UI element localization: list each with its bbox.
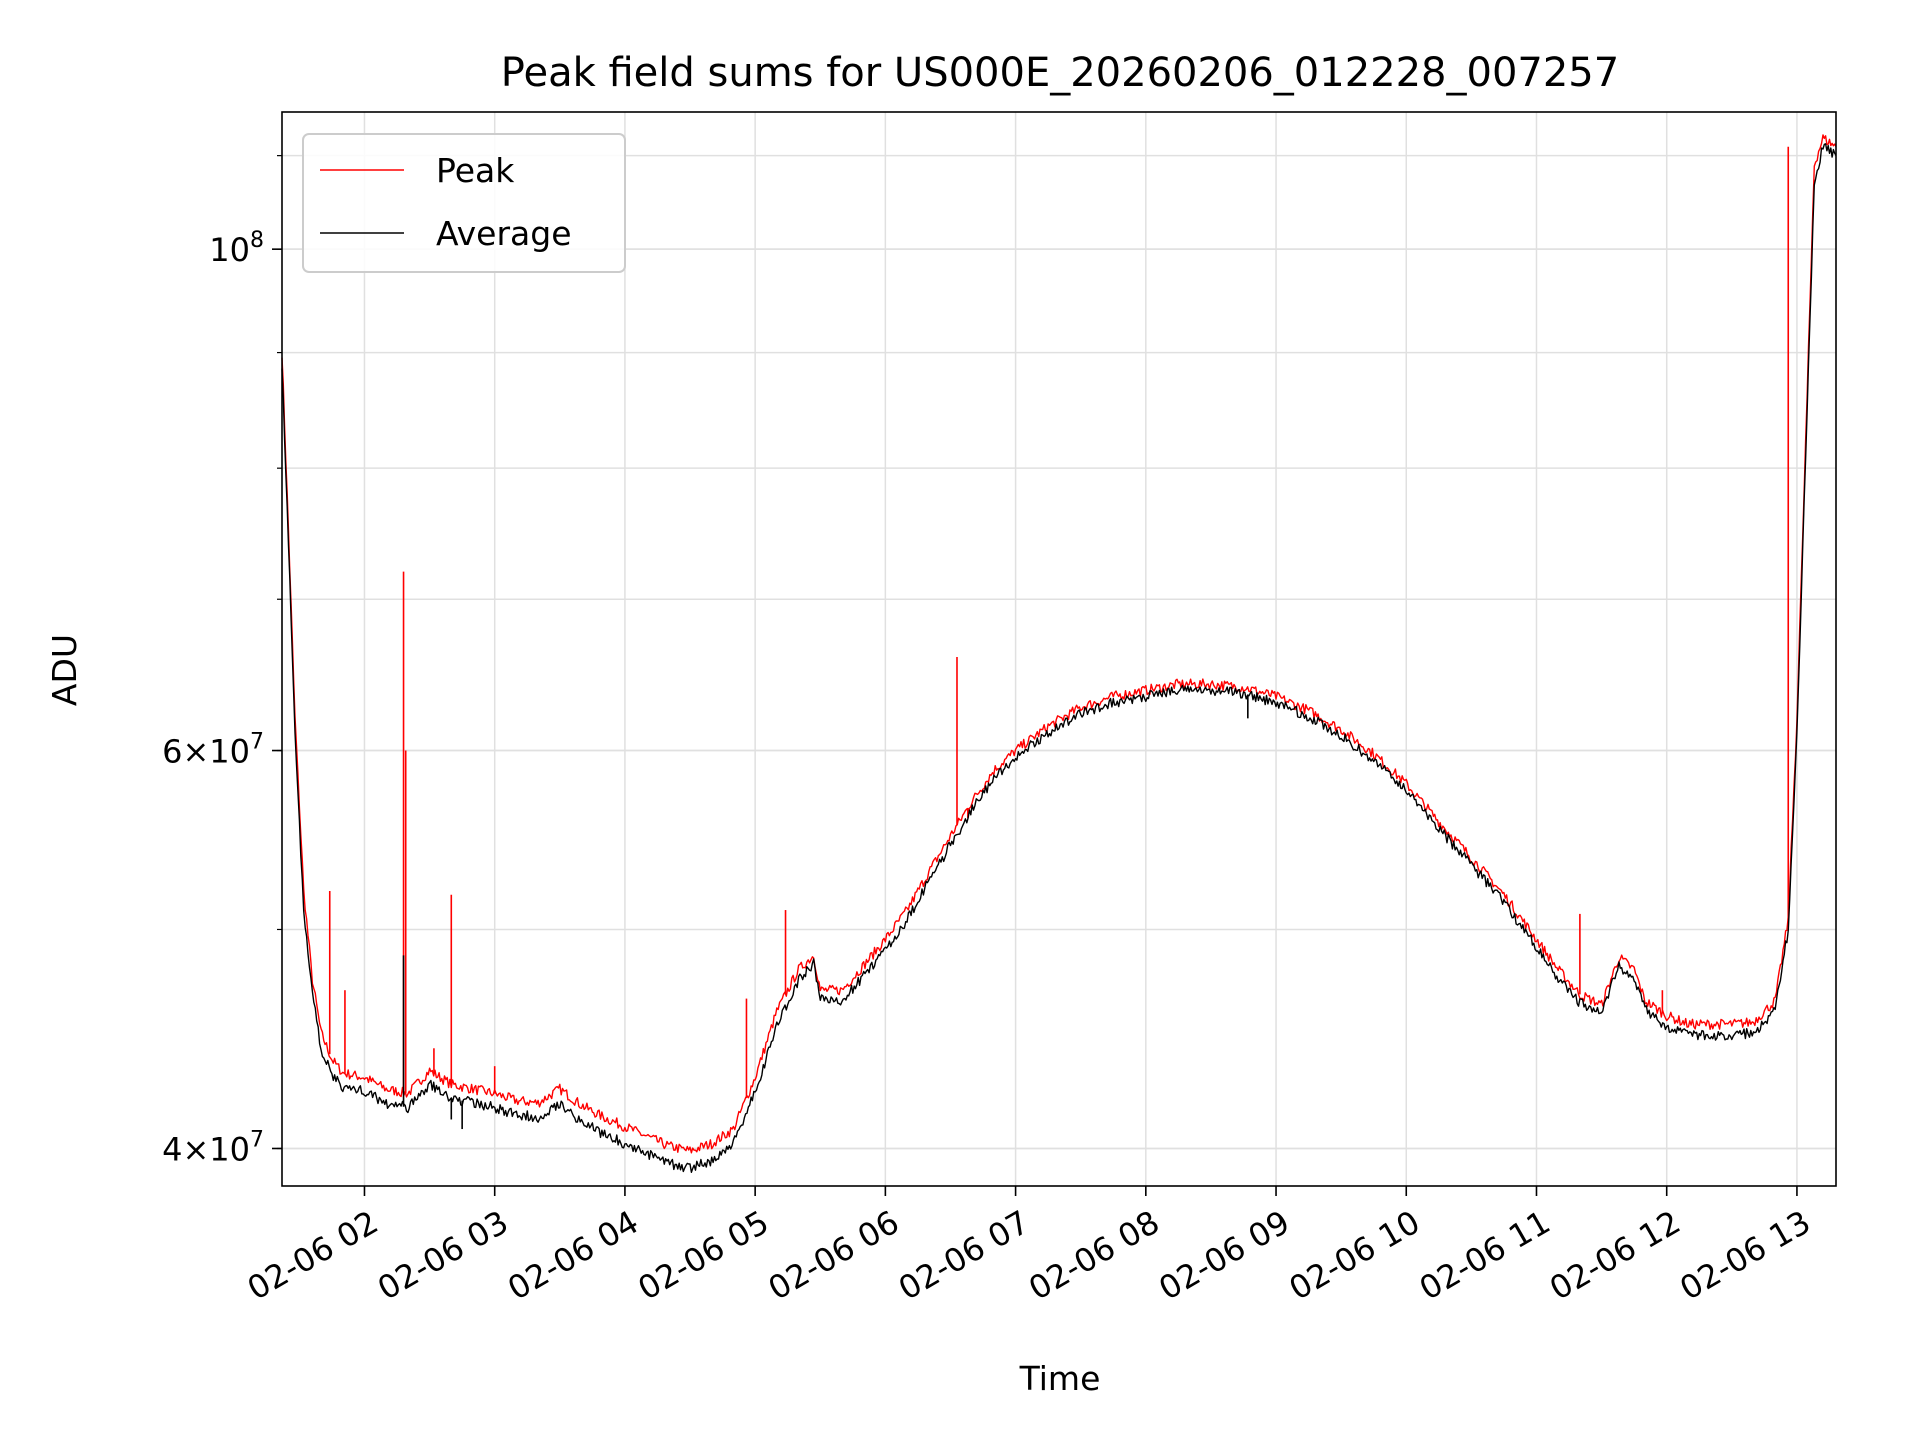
series-line-average — [281, 143, 1837, 1174]
y-tick-label: 6×107 — [162, 730, 264, 771]
legend: Peak Average — [302, 133, 626, 273]
legend-label-peak: Peak — [436, 151, 515, 190]
plot-frame — [281, 111, 1837, 1187]
legend-label-average: Average — [436, 214, 572, 253]
series-line-peak — [281, 134, 1837, 1154]
y-axis-label: ADU — [45, 634, 84, 706]
series-layer — [281, 134, 1837, 1174]
x-axis-label: Time — [1019, 1359, 1101, 1398]
y-tick-label: 108 — [209, 228, 264, 269]
legend-box — [302, 133, 626, 273]
y-tick-label: 4×107 — [162, 1127, 264, 1168]
chart-title: Peak field sums for US000E_20260206_0122… — [501, 50, 1619, 96]
